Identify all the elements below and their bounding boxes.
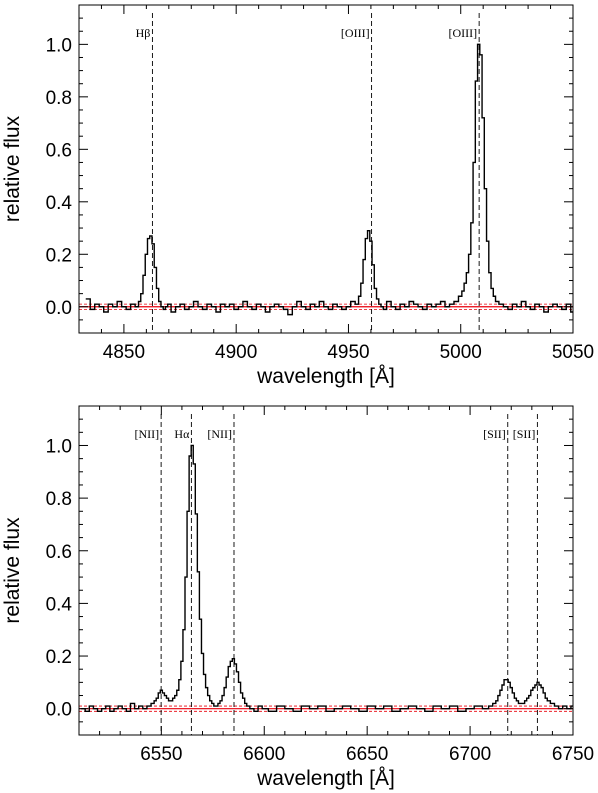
line-marker-label: Hβ [136, 26, 151, 40]
x-tick-label: 6550 [140, 744, 182, 765]
line-marker-label: [NII] [207, 427, 232, 441]
y-tick-label: 0.6 [46, 542, 72, 563]
y-tick-label: 1.0 [46, 436, 72, 457]
line-marker-label: [SII] [483, 427, 506, 441]
y-tick-label: 0.0 [46, 700, 72, 721]
line-marker-label: [OIII] [341, 26, 370, 40]
x-tick-label: 4900 [215, 342, 257, 363]
panel-oiii-hbeta: Hβ [OIII] [OIII] 4850 4900 4950 5000 5050 0.0 0.2… [1, 4, 594, 388]
line-marker-label: [SII] [513, 427, 536, 441]
plot-area [79, 13, 573, 333]
panel-halpha-nii-sii: [NII] Hα [NII] [SII] [SII] 6550 6600 6650 6700 67… [1, 405, 594, 790]
x-tick-label: 5000 [440, 342, 482, 363]
spectrum-series [85, 43, 573, 316]
x-tick-label: 6700 [449, 744, 491, 765]
axes-frame [78, 4, 574, 334]
x-axis-label: wavelength [Å] [256, 767, 395, 790]
y-tick-label: 0.2 [46, 245, 72, 266]
y-tick-label: 0.0 [46, 298, 72, 319]
y-tick-label: 0.8 [46, 88, 72, 109]
y-tick-label: 0.8 [46, 489, 72, 510]
axes-frame [78, 405, 574, 736]
x-tick-label: 6600 [243, 744, 285, 765]
y-axis-label: relative flux [1, 115, 24, 222]
x-tick-label: 4850 [103, 342, 145, 363]
y-tick-label: 0.2 [46, 647, 72, 668]
line-marker-label: Hα [174, 427, 190, 441]
x-tick-label: 6750 [552, 744, 594, 765]
x-axis-label: wavelength [Å] [256, 365, 395, 388]
plot-area [79, 414, 573, 735]
line-marker-label: [OIII] [448, 26, 477, 40]
y-tick-label: 0.6 [46, 140, 72, 161]
y-axis-label: relative flux [1, 517, 24, 624]
y-tick-label: 1.0 [46, 35, 72, 56]
x-tick-label: 4950 [327, 342, 369, 363]
y-tick-label: 0.4 [46, 193, 73, 214]
y-tick-label: 0.4 [46, 594, 73, 615]
line-marker-label: [NII] [134, 427, 159, 441]
x-tick-label: 6650 [346, 744, 388, 765]
spectrum-series [81, 444, 573, 713]
x-tick-label: 5050 [552, 342, 594, 363]
